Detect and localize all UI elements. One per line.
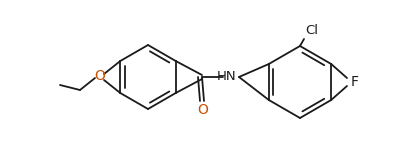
Text: F: F bbox=[351, 75, 359, 89]
Text: O: O bbox=[94, 69, 106, 83]
Text: HN: HN bbox=[217, 71, 237, 84]
Text: O: O bbox=[198, 103, 209, 117]
Text: Cl: Cl bbox=[306, 24, 319, 36]
